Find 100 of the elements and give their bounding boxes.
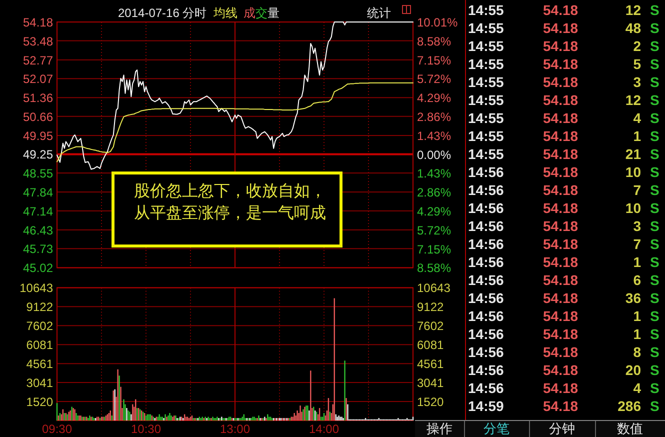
text: 54.18 xyxy=(543,362,578,378)
text: S xyxy=(650,290,660,306)
text: 10 xyxy=(625,200,642,216)
text: 54.18 xyxy=(543,308,578,324)
text: 分笔 xyxy=(484,421,510,436)
text: 14:56 xyxy=(468,308,504,324)
text: 54.18 xyxy=(543,272,578,288)
text: 1 xyxy=(633,254,642,270)
y2-tick-label: 6081 xyxy=(417,338,444,352)
y-tick-label: 3041 xyxy=(26,376,54,390)
text: 54.18 xyxy=(543,92,578,108)
text: 54.18 xyxy=(543,128,578,144)
y-tick-label: 46.43 xyxy=(22,223,54,238)
text: S xyxy=(650,20,660,36)
text: 14:56 xyxy=(468,236,504,252)
y-tick-label: 1520 xyxy=(26,395,54,410)
x-tick-label: 14:00 xyxy=(308,422,340,436)
text: S xyxy=(650,362,660,378)
text: S xyxy=(650,164,660,180)
text: 7 xyxy=(633,236,642,252)
text: 14:55 xyxy=(468,128,504,144)
chart-title: 2014-07-16 分时 xyxy=(118,6,207,20)
y-tick-label: 51.36 xyxy=(22,91,54,106)
text: 14:55 xyxy=(468,110,504,126)
y2-tick-label: 0.00% xyxy=(417,148,452,162)
y-tick-label: 52.77 xyxy=(22,53,54,68)
text: S xyxy=(650,38,660,54)
text: 14:56 xyxy=(468,380,504,396)
y2-tick-label: 1.43% xyxy=(417,128,452,143)
text: 54.18 xyxy=(543,200,578,216)
text: S xyxy=(650,218,660,234)
text: 分钟 xyxy=(549,421,575,436)
text: S xyxy=(650,146,660,162)
text: 14:55 xyxy=(468,38,504,54)
text: S xyxy=(650,2,660,18)
y2-tick-label: 7.15% xyxy=(417,53,452,68)
text: 12 xyxy=(625,2,642,18)
text: S xyxy=(650,128,660,144)
text: 54.18 xyxy=(543,380,578,396)
y-tick-label: 52.07 xyxy=(22,72,54,86)
text: 54.18 xyxy=(543,254,578,270)
y2-tick-label: 10643 xyxy=(417,281,451,296)
text: 286 xyxy=(618,398,642,414)
text: 54.18 xyxy=(543,38,578,54)
text: 14:56 xyxy=(468,344,504,360)
y-tick-label: 9122 xyxy=(26,300,54,314)
y2-tick-label: 2.86% xyxy=(417,110,452,124)
y-tick-label: 50.66 xyxy=(22,110,54,124)
text: 54.18 xyxy=(543,236,578,252)
text: 54.18 xyxy=(543,344,578,360)
text: 操作 xyxy=(426,421,452,436)
text: 6 xyxy=(633,272,642,288)
y-tick-label: 54.18 xyxy=(22,16,54,30)
x-tick-label: 09:30 xyxy=(42,422,72,436)
y-tick-label: 7602 xyxy=(26,319,54,334)
text: S xyxy=(650,308,660,324)
text: 36 xyxy=(625,290,642,306)
text: 14:56 xyxy=(468,218,504,234)
text: S xyxy=(650,326,660,342)
y2-tick-label: 4.29% xyxy=(417,204,452,218)
text: 2 xyxy=(633,38,642,54)
y2-tick-label: 4.29% xyxy=(417,91,452,106)
y2-tick-label: 2.86% xyxy=(417,186,452,200)
y-tick-label: 10643 xyxy=(20,281,54,296)
text: 54.18 xyxy=(543,56,578,72)
text: 14:59 xyxy=(468,398,504,414)
y-tick-label: 49.95 xyxy=(22,128,54,143)
y-tick-label: 47.14 xyxy=(22,204,54,218)
text: S xyxy=(650,380,660,396)
text: 14:55 xyxy=(468,56,504,72)
text: 14:56 xyxy=(468,200,504,216)
text: 48 xyxy=(625,20,642,36)
text: 成交量 xyxy=(244,6,280,20)
text: 14:56 xyxy=(468,272,504,288)
text: 14:56 xyxy=(468,326,504,342)
y2-tick-label: 5.72% xyxy=(417,72,452,86)
text: S xyxy=(650,182,660,198)
text: 54.18 xyxy=(543,182,578,198)
y-tick-label: 47.84 xyxy=(22,186,54,200)
text: 5 xyxy=(633,56,642,72)
text: S xyxy=(650,110,660,126)
text: 54.18 xyxy=(543,218,578,234)
text: 14:56 xyxy=(468,290,504,306)
text: 8 xyxy=(633,344,642,360)
text: 12 xyxy=(625,92,642,108)
text: 数值 xyxy=(617,421,643,436)
text: 54.18 xyxy=(543,110,578,126)
text: S xyxy=(650,398,660,414)
text: 54.18 xyxy=(543,146,578,162)
text: 4 xyxy=(633,110,642,126)
text: 3 xyxy=(633,218,642,234)
text: 均线 xyxy=(212,6,238,20)
text: S xyxy=(650,92,660,108)
y2-tick-label: 9122 xyxy=(417,300,444,314)
y2-tick-label: 1.43% xyxy=(417,166,452,181)
annotation: 股价忽上忽下，收放自如，从平盘至涨停，是一气呵成 xyxy=(134,182,326,222)
text: 1 xyxy=(633,326,642,342)
x-tick-label: 10:30 xyxy=(130,422,162,436)
text: 14:55 xyxy=(468,20,504,36)
text: 3 xyxy=(633,74,642,90)
